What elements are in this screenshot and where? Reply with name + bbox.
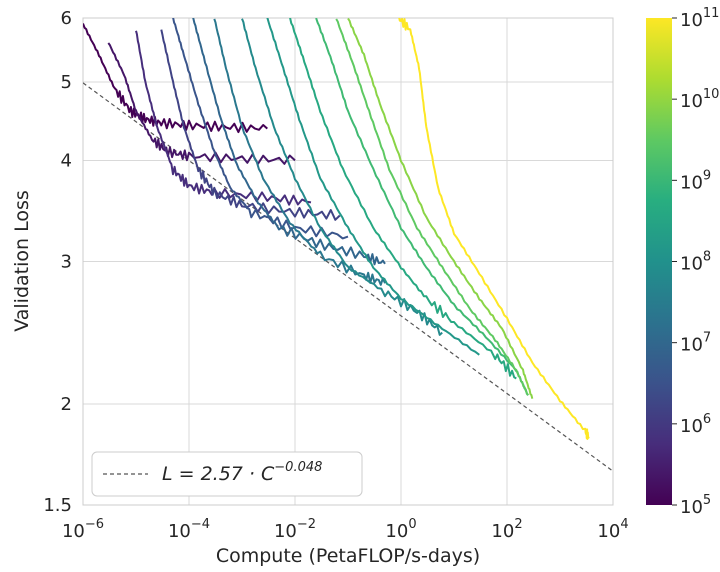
fit-line xyxy=(83,82,613,472)
series-group xyxy=(83,18,590,440)
colorbar-tick-label-2: 107 xyxy=(680,331,711,356)
legend: L = 2.57 · C−0.048 xyxy=(91,451,363,497)
series-line-11 xyxy=(335,18,529,396)
y-tick-label-1: 2 xyxy=(61,394,72,415)
colorbar-tick-label-3: 108 xyxy=(680,250,711,275)
series-line-4 xyxy=(172,18,349,240)
fit-line-group xyxy=(83,82,613,472)
y-tick-label-4: 5 xyxy=(61,72,72,93)
colorbar: 105 106 107 108 109 1010 1011 xyxy=(646,6,719,518)
series-line-2 xyxy=(135,30,312,206)
colorbar-tick-label-0: 105 xyxy=(680,493,711,518)
y-tick-label-2: 3 xyxy=(61,252,72,273)
colorbar-tick-labels: 105 106 107 108 109 1010 1011 xyxy=(672,6,719,518)
y-tick-label-5: 6 xyxy=(61,8,72,29)
y-tick-labels: 1.5 2 3 4 5 6 xyxy=(43,8,72,516)
colorbar-tick-label-6: 1011 xyxy=(680,6,719,31)
series-line-9 xyxy=(289,18,517,380)
x-tick-label-0: 10−6 xyxy=(62,517,104,542)
legend-label-exp: −0.048 xyxy=(274,460,322,475)
x-tick-label-1: 10−4 xyxy=(168,517,210,542)
legend-label-main: L = 2.57 · C xyxy=(162,463,275,485)
x-axis-title: Compute (PetaFLOP/s-days) xyxy=(216,545,480,567)
series-line-10 xyxy=(315,18,529,396)
x-tick-label-4: 102 xyxy=(491,517,522,542)
series-line-13 xyxy=(398,18,590,440)
x-tick-label-2: 10−2 xyxy=(274,517,316,542)
x-tick-labels: 10−6 10−4 10−2 100 102 104 xyxy=(62,517,629,542)
x-tick-label-5: 104 xyxy=(597,517,628,542)
x-tick-label-3: 100 xyxy=(385,517,416,542)
y-tick-label-3: 4 xyxy=(61,150,72,171)
y-tick-label-0: 1.5 xyxy=(43,495,72,516)
series-line-8 xyxy=(266,18,480,356)
legend-box xyxy=(91,451,363,497)
series-line-0 xyxy=(83,23,268,134)
series-line-5 xyxy=(192,18,386,266)
legend-label: L = 2.57 · C−0.048 xyxy=(162,460,322,485)
y-axis-title: Validation Loss xyxy=(11,190,33,332)
colorbar-tick-label-1: 106 xyxy=(680,412,711,437)
grid xyxy=(82,17,614,506)
series-line-12 xyxy=(347,18,534,399)
series-line-7 xyxy=(241,18,443,336)
colorbar-tick-label-4: 109 xyxy=(680,168,711,193)
colorbar-tick-label-5: 1010 xyxy=(680,87,719,112)
series-line-3 xyxy=(160,29,341,221)
plot-frame xyxy=(82,17,614,506)
colorbar-gradient xyxy=(646,18,672,505)
series-line-1 xyxy=(107,42,296,165)
